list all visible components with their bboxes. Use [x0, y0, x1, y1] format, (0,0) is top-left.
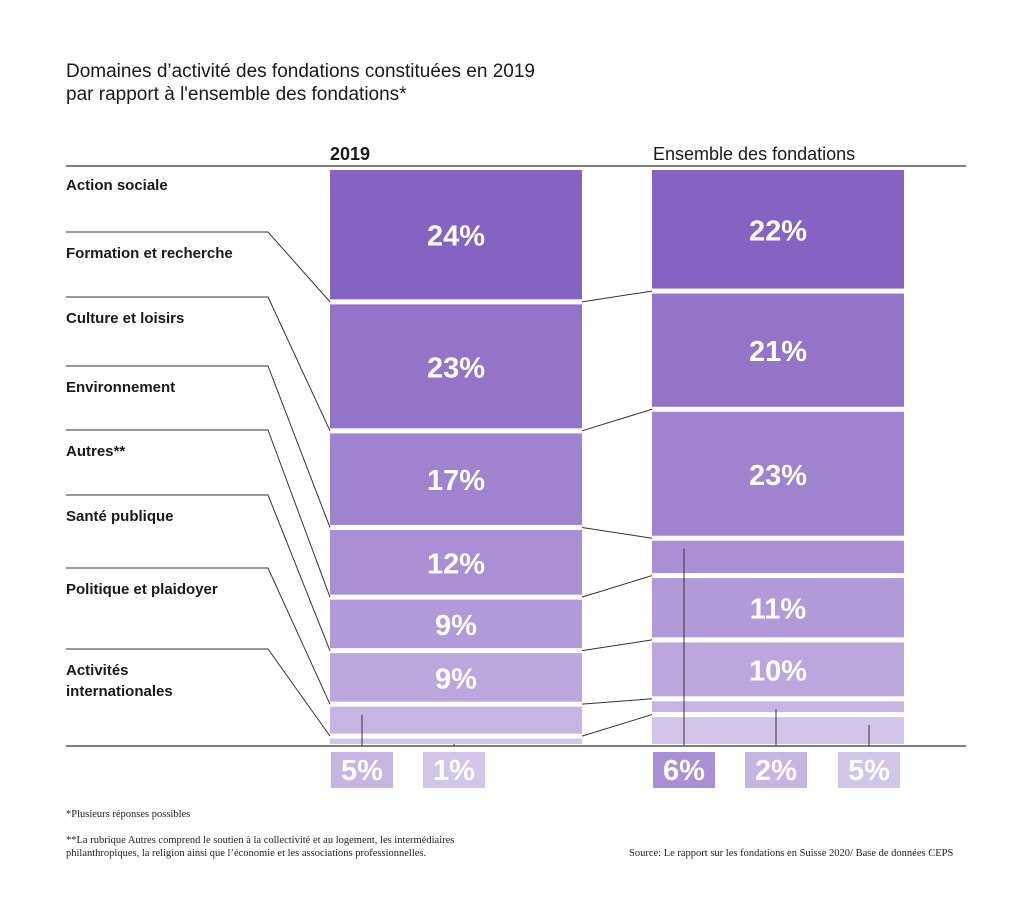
leader-line — [66, 231, 331, 303]
category-label-line: Autres** — [66, 443, 126, 460]
data-label: 1% — [433, 755, 475, 787]
leader-line — [66, 648, 331, 737]
data-label: 2% — [755, 755, 797, 787]
footnote-autres: **La rubrique Autres comprend le soutien… — [66, 834, 454, 860]
data-label: 23% — [749, 460, 807, 492]
data-label: 11% — [750, 594, 807, 626]
data-label: 17% — [427, 465, 485, 497]
category-label: Activités internationales — [66, 660, 173, 702]
callout-box — [745, 752, 807, 788]
data-label: 9% — [435, 663, 477, 695]
callout-box — [653, 752, 715, 788]
chart-title-line-2: par rapport à l'ensemble des fondations* — [66, 84, 407, 105]
data-label: 22% — [749, 215, 807, 247]
bar-segment — [330, 529, 582, 595]
connector-line — [581, 714, 653, 737]
bar-segment — [330, 653, 582, 702]
footnote-autres-line-2: philanthropiques, la religion ainsi que … — [66, 848, 427, 859]
bar-segment — [330, 304, 582, 429]
category-label-line: Santé publique — [66, 508, 174, 525]
data-label: 21% — [749, 336, 807, 368]
bar-segment — [330, 599, 582, 649]
category-label: Politique et plaidoyer — [66, 579, 218, 600]
category-label-line: Action sociale — [66, 177, 168, 194]
data-label: 23% — [427, 352, 485, 384]
category-label-line: Culture et loisirs — [66, 310, 185, 327]
chart-title: Domaines d’activité des fondations const… — [66, 60, 535, 106]
data-label: 5% — [848, 755, 890, 787]
connector-line — [581, 575, 653, 598]
series-header-ensemble: Ensemble des fondations — [653, 144, 856, 164]
callout-box — [838, 752, 900, 788]
callout-box — [331, 752, 393, 788]
series-header-2019: 2019 — [330, 144, 371, 164]
data-label: 12% — [427, 548, 485, 580]
bar-segment — [652, 293, 904, 407]
category-label: Environnement — [66, 377, 175, 398]
leader-line — [66, 494, 331, 651]
footnote-multiple-answers: *Plusieurs réponses possibles — [66, 809, 191, 820]
data-label: 24% — [427, 221, 485, 253]
bar-segment — [330, 706, 582, 734]
connector-line — [581, 290, 653, 303]
bar-segment — [330, 170, 582, 300]
connector-line — [581, 526, 653, 539]
category-label-line: Politique et plaidoyer — [66, 581, 218, 598]
connector-line — [581, 408, 653, 432]
leader-line — [66, 296, 331, 432]
bar-segment — [330, 433, 582, 525]
data-label: 10% — [749, 655, 807, 687]
leader-line — [66, 365, 331, 528]
category-label-line: Environnement — [66, 379, 176, 396]
category-label-line: Activités — [66, 662, 129, 679]
bar-segment — [652, 540, 904, 574]
bar-segment — [652, 170, 904, 289]
bar-segment — [652, 717, 904, 744]
footnote-autres-line-1: **La rubrique Autres comprend le soutien… — [66, 835, 455, 846]
category-label: Action sociale — [66, 175, 168, 196]
data-label: 9% — [435, 610, 477, 642]
connector-line — [581, 639, 653, 652]
data-label: 5% — [341, 755, 383, 787]
bar-segment — [330, 738, 582, 744]
leader-line — [66, 567, 331, 705]
source-note: Source: Le rapport sur les fondations en… — [629, 848, 954, 859]
leader-line — [66, 429, 331, 598]
bar-segment — [652, 701, 904, 713]
chart-title-line-1: Domaines d’activité des fondations const… — [66, 61, 535, 82]
category-label-line: internationales — [66, 683, 173, 700]
category-label: Culture et loisirs — [66, 308, 184, 329]
bar-segment — [652, 411, 904, 536]
category-label: Autres** — [66, 441, 125, 462]
data-label: 6% — [663, 755, 705, 787]
connector-line — [581, 698, 653, 705]
bar-segment — [652, 642, 904, 697]
callout-box — [423, 752, 485, 788]
bar-segment — [652, 578, 904, 638]
category-label: Formation et recherche — [66, 243, 233, 264]
category-label: Santé publique — [66, 506, 174, 527]
category-label-line: Formation et recherche — [66, 245, 233, 262]
